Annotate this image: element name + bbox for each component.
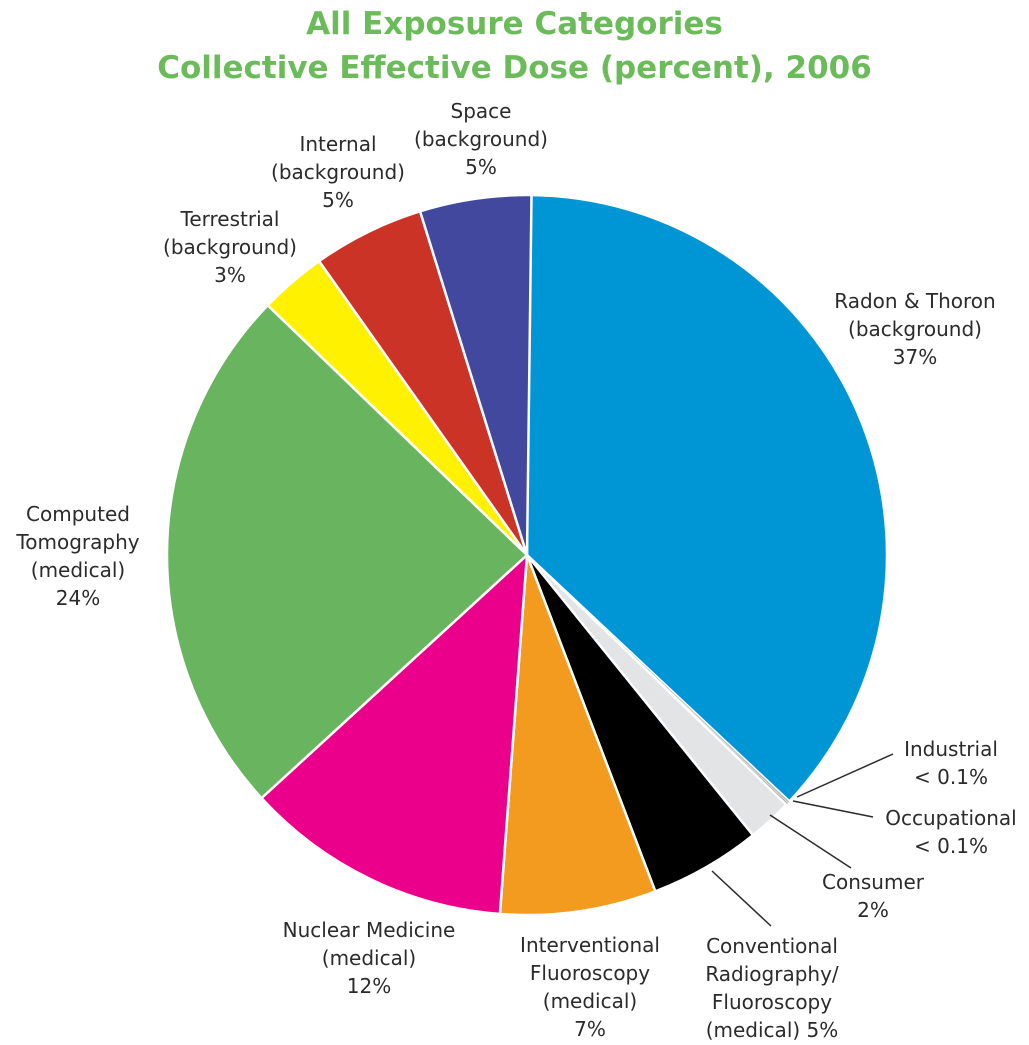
slice-label-line: (medical) 5% (706, 1018, 839, 1042)
slice-label-line: 37% (893, 345, 937, 369)
slice-label-line: (medical) (543, 989, 637, 1013)
slice-label-line: Radon & Thoron (834, 289, 995, 313)
slice-label-line: (background) (414, 127, 548, 151)
slice-label-line: Radiography/ (705, 962, 839, 986)
slice-label-line: 5% (465, 155, 497, 179)
slice-label-line: (background) (271, 160, 405, 184)
slice-label-line: Computed (26, 502, 130, 526)
slice-label-line: Industrial (904, 737, 998, 761)
slice-label-line: Consumer (822, 870, 925, 894)
slice-label-line: Conventional (706, 934, 838, 958)
slice-label-line: Fluoroscopy (530, 961, 650, 985)
pie-slice-radon-thoron (525, 193, 889, 803)
leader-lines (711, 753, 894, 927)
slice-label-occupational: Occupational < 0.1% (885, 806, 1016, 858)
chart-subtitle: Collective Effective Dose (percent), 200… (157, 50, 872, 86)
pie-slice-interventional-fluoroscopy (498, 553, 657, 917)
pie-slice-computed-tomography (165, 304, 529, 800)
slice-label-interventional-fluoroscopy: Interventional Fluoroscopy (medical) 7% (520, 933, 660, 1041)
slice-label-terrestrial: Terrestrial (background) 3% (163, 207, 297, 287)
leader-line-industrial (796, 753, 894, 798)
slice-label-line: Space (451, 99, 512, 123)
slice-labels: Radon & Thoron (background) 37% Industrial <… (15, 99, 1016, 1042)
leader-line-conventional-radiography (711, 870, 772, 927)
slice-label-line: (background) (163, 235, 297, 259)
pie-slice-space (418, 193, 533, 557)
slice-label-line: (background) (848, 317, 982, 341)
slice-label-line: (medical) (322, 946, 416, 970)
slice-label-industrial: Industrial < 0.1% (904, 737, 998, 789)
slice-label-radon-thoron: Radon & Thoron (background) 37% (834, 289, 995, 369)
slice-label-line: Tomography (15, 530, 139, 554)
slice-label-line: (medical) (31, 558, 125, 582)
slice-label-internal: Internal (background) 5% (271, 132, 405, 212)
chart-title: All Exposure Categories (306, 6, 723, 42)
pie-slices (165, 193, 889, 917)
slice-label-line: Interventional (520, 933, 660, 957)
slice-label-line: < 0.1% (914, 834, 988, 858)
slice-label-line: Occupational (885, 806, 1016, 830)
slice-label-conventional-radiography: Conventional Radiography/Fluoroscopy (medi… (705, 934, 839, 1042)
leader-line-occupational (792, 800, 874, 818)
slice-label-line: < 0.1% (914, 765, 988, 789)
slice-label-nuclear-medicine: Nuclear Medicine (medical) 12% (283, 918, 456, 998)
slice-label-consumer: Consumer 2% (822, 870, 925, 922)
slice-label-line: Nuclear Medicine (283, 918, 456, 942)
slice-label-line: 3% (214, 263, 246, 287)
slice-label-line: Fluoroscopy (712, 990, 832, 1014)
slice-label-space: Space (background) 5% (414, 99, 548, 179)
slice-label-line: Internal (299, 132, 376, 156)
slice-label-line: 5% (322, 188, 354, 212)
slice-label-line: Terrestrial (180, 207, 280, 231)
pie-slice-nuclear-medicine (260, 553, 529, 916)
leader-line-consumer (769, 814, 852, 869)
slice-label-computed-tomography: Computed Tomography (medical) 24% (15, 502, 139, 610)
slice-label-line: 24% (56, 586, 100, 610)
slice-label-line: 2% (857, 898, 889, 922)
slice-label-line: 7% (574, 1017, 606, 1041)
slice-label-line: 12% (347, 974, 391, 998)
